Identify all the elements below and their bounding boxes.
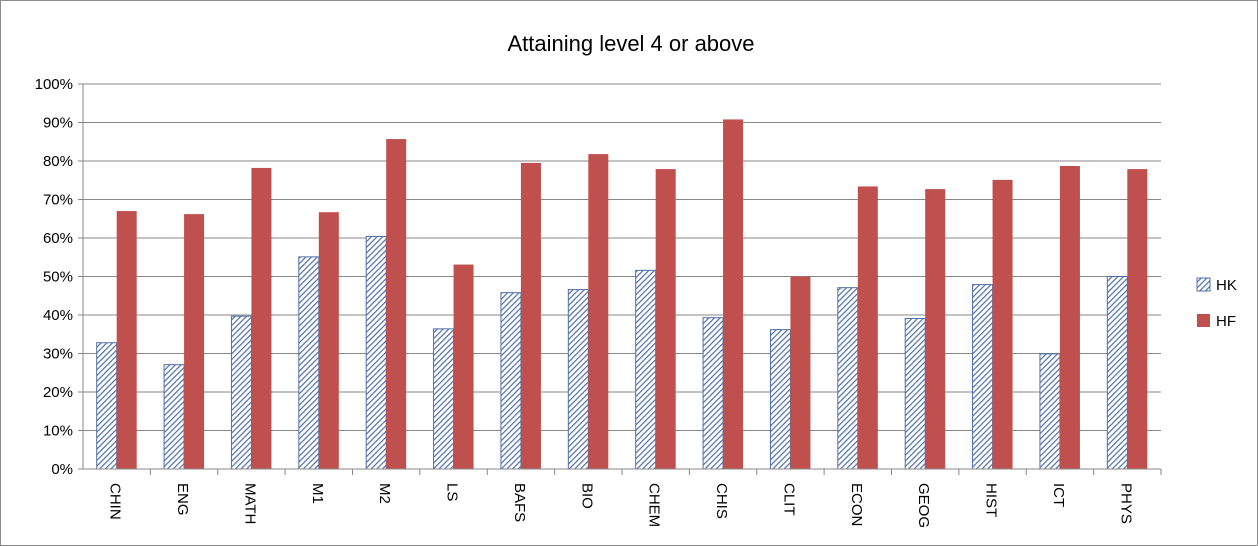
legend: HK HF — [1196, 277, 1237, 330]
bars — [96, 119, 1148, 470]
x-axis-tick-labels: CHIN ENG MATH M1 M2 LS BAFS BIO CHEM CHIS CLIT ECON… — [107, 483, 1135, 528]
bar-hf-phys — [1127, 169, 1148, 469]
y-tick-label: 40% — [43, 307, 73, 324]
x-tick-label: LS — [444, 483, 461, 501]
bar-hf-math — [251, 167, 272, 469]
bar-hk-chis — [702, 317, 724, 470]
x-tick-label: GEOG — [915, 483, 932, 528]
bar-hf-m2 — [386, 139, 407, 469]
bar-hf-ict — [1059, 166, 1080, 469]
x-tick-label: ECON — [848, 483, 865, 526]
bar-hf-econ — [857, 186, 878, 469]
bar-hf-clit — [790, 276, 811, 469]
bar-hk-bafs — [500, 292, 522, 470]
bar-hf-chem — [655, 169, 676, 469]
y-tick-label: 50% — [43, 269, 73, 286]
bar-hf-m1 — [318, 212, 339, 469]
y-tick-label: 90% — [43, 115, 73, 132]
x-tick-label: CLIT — [780, 483, 797, 516]
x-tick-label: M1 — [309, 483, 326, 504]
chart-title: Attaining level 4 or above — [507, 31, 754, 56]
axes — [82, 84, 1161, 470]
bar-hk-ict — [1039, 353, 1061, 470]
bar-hk-geog — [904, 317, 926, 470]
x-tick-label: CHEM — [646, 483, 663, 527]
bar-hk-bio — [567, 289, 589, 470]
y-tick-label: 80% — [43, 153, 73, 170]
x-tick-label: BAFS — [511, 483, 528, 522]
bar-hk-eng — [163, 364, 185, 470]
bar-hf-chin — [116, 211, 137, 470]
x-tick-label: HIST — [983, 483, 1000, 517]
y-tick-label: 100% — [35, 76, 73, 93]
legend-swatch-hf — [1197, 314, 1210, 327]
bar-hk-chin — [96, 342, 118, 470]
y-tick-label: 60% — [43, 230, 73, 247]
bar-hf-eng — [184, 214, 205, 469]
bar-hk-econ — [837, 287, 859, 470]
legend-label-hk: HK — [1216, 277, 1237, 294]
bar-hf-bafs — [520, 162, 541, 470]
bar-hk-math — [230, 315, 252, 470]
x-tick-label: MATH — [241, 483, 258, 524]
x-tick-label: BIO — [578, 483, 595, 509]
y-tick-label: 30% — [43, 346, 73, 363]
x-tick-label: M2 — [376, 483, 393, 504]
bar-hf-bio — [588, 154, 609, 469]
y-tick-label: 0% — [51, 461, 73, 478]
bar-hk-hist — [972, 284, 994, 470]
y-tick-label: 10% — [43, 423, 73, 440]
legend-swatch-hk — [1196, 277, 1211, 292]
bar-hf-ls — [453, 264, 474, 469]
bar-hk-phys — [1106, 276, 1128, 470]
bar-hf-chis — [723, 119, 744, 470]
x-tick-label: ENG — [174, 483, 191, 516]
x-tick-label: PHYS — [1117, 483, 1134, 524]
x-tick-label: ICT — [1050, 483, 1067, 507]
y-tick-label: 20% — [43, 384, 73, 401]
bar-hk-clit — [769, 329, 791, 470]
bar-hk-chem — [635, 269, 657, 470]
x-tick-label: CHIN — [107, 483, 124, 520]
bar-hf-hist — [992, 179, 1013, 470]
bar-hk-ls — [433, 328, 455, 470]
bar-hk-m2 — [365, 235, 387, 470]
bar-hf-geog — [925, 189, 946, 470]
x-tick-label: CHIS — [713, 483, 730, 519]
y-axis-tick-labels: 0% 10% 20% 30% 40% 50% 60% 70% 80% 90% 100% — [35, 76, 73, 478]
bar-hk-m1 — [298, 256, 320, 470]
legend-label-hf: HF — [1216, 313, 1236, 330]
y-tick-label: 70% — [43, 192, 73, 209]
